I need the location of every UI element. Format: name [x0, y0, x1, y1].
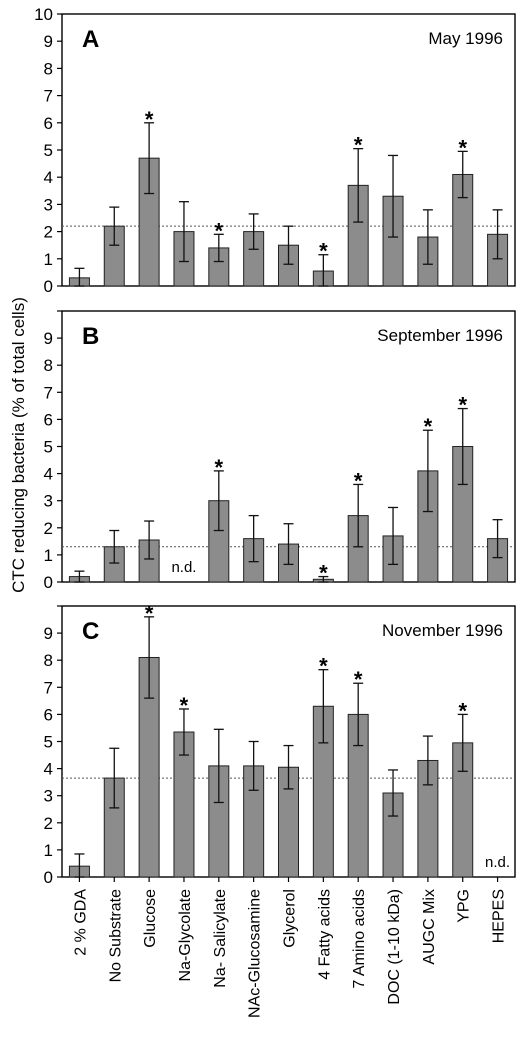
y-tick-label: 6	[44, 410, 53, 429]
y-tick-label: 6	[44, 705, 53, 724]
y-tick-label: 3	[44, 787, 53, 806]
panel-title: November 1996	[382, 621, 503, 640]
x-tick-label: HEPES	[491, 889, 508, 943]
y-tick-label: 0	[44, 277, 53, 296]
not-determined-label: n.d.	[171, 559, 196, 576]
y-tick-label: 4	[44, 168, 53, 187]
y-tick-label: 3	[44, 492, 53, 511]
y-tick-label: 1	[44, 841, 53, 860]
panel-letter: A	[82, 26, 99, 53]
significance-star: *	[354, 667, 363, 692]
y-tick-label: 6	[44, 114, 53, 133]
x-tick-label: 2 % GDA	[72, 889, 89, 956]
x-tick-label: Glucose	[142, 889, 159, 948]
significance-star: *	[180, 693, 189, 718]
y-tick-label: 3	[44, 195, 53, 214]
x-tick-label: Na-Glycolate	[177, 889, 194, 982]
panel-title: September 1996	[377, 326, 503, 345]
y-tick-label: 2	[44, 814, 53, 833]
y-tick-label: 2	[44, 519, 53, 538]
panel-letter: C	[82, 618, 99, 645]
y-tick-label: 5	[44, 438, 53, 457]
significance-star: *	[354, 133, 363, 158]
significance-star: *	[145, 107, 154, 132]
x-tick-label: 4 Fatty acids	[316, 889, 333, 980]
y-tick-label: 2	[44, 223, 53, 242]
y-tick-label: 10	[34, 5, 53, 24]
y-tick-label: 1	[44, 250, 53, 269]
y-tick-label: 5	[44, 141, 53, 160]
x-tick-label: DOC (1-10 kDa)	[386, 889, 403, 1005]
panel-a: 0 1 2 3 4 5 6 7 8 9 10 A May 1996 * * * * *	[34, 5, 516, 296]
y-axis-label: CTC reducing bacteria (% of total cells)	[9, 297, 28, 593]
y-tick-label: 0	[44, 573, 53, 592]
y-tick-label: 7	[44, 678, 53, 697]
y-tick-label: 8	[44, 59, 53, 78]
x-tick-label: YPG	[456, 889, 473, 923]
y-tick-label: 1	[44, 546, 53, 565]
y-tick-label: 8	[44, 651, 53, 670]
panel-letter: B	[82, 323, 99, 350]
panel-c: 0 1 2 3 4 5 6 7 8 9 C November 1996 * * * * * n.d.	[44, 601, 516, 887]
not-determined-label: n.d.	[485, 854, 510, 871]
significance-star: *	[215, 455, 224, 480]
panel-b: 0 1 2 3 4 5 6 7 8 9 B September 1996 n.d. * * * * *	[44, 310, 516, 592]
y-tick-label: 9	[44, 32, 53, 51]
y-tick-label: 7	[44, 383, 53, 402]
y-tick-label: 7	[44, 87, 53, 106]
significance-star: *	[215, 218, 224, 243]
significance-star: *	[458, 393, 467, 418]
x-tick-label: 7 Amino acids	[351, 889, 368, 989]
x-tick-label: No Substrate	[107, 889, 124, 982]
x-tick-label: AUGC Mix	[421, 889, 438, 965]
significance-star: *	[319, 239, 328, 264]
y-tick-label: 9	[44, 329, 53, 348]
significance-star: *	[354, 468, 363, 493]
significance-star: *	[145, 601, 154, 626]
x-tick-labels: 2 % GDA No Substrate Glucose Na-Glycolate Na…	[72, 877, 508, 1018]
y-tick-label: 4	[44, 465, 53, 484]
x-tick-label: NAc-Glucosamine	[247, 889, 264, 1018]
y-tick-label: 0	[44, 868, 53, 887]
significance-star: *	[458, 698, 467, 723]
significance-star: *	[319, 654, 328, 679]
y-tick-label: 4	[44, 760, 53, 779]
significance-star: *	[424, 414, 433, 439]
y-tick-label: 5	[44, 733, 53, 752]
y-tick-label: 9	[44, 624, 53, 643]
significance-star: *	[319, 561, 328, 586]
significance-star: *	[458, 135, 467, 160]
y-tick-label: 8	[44, 356, 53, 375]
panel-title: May 1996	[428, 29, 503, 48]
x-tick-label: Na- Salicylate	[212, 889, 229, 988]
x-tick-label: Glycerol	[282, 889, 299, 948]
